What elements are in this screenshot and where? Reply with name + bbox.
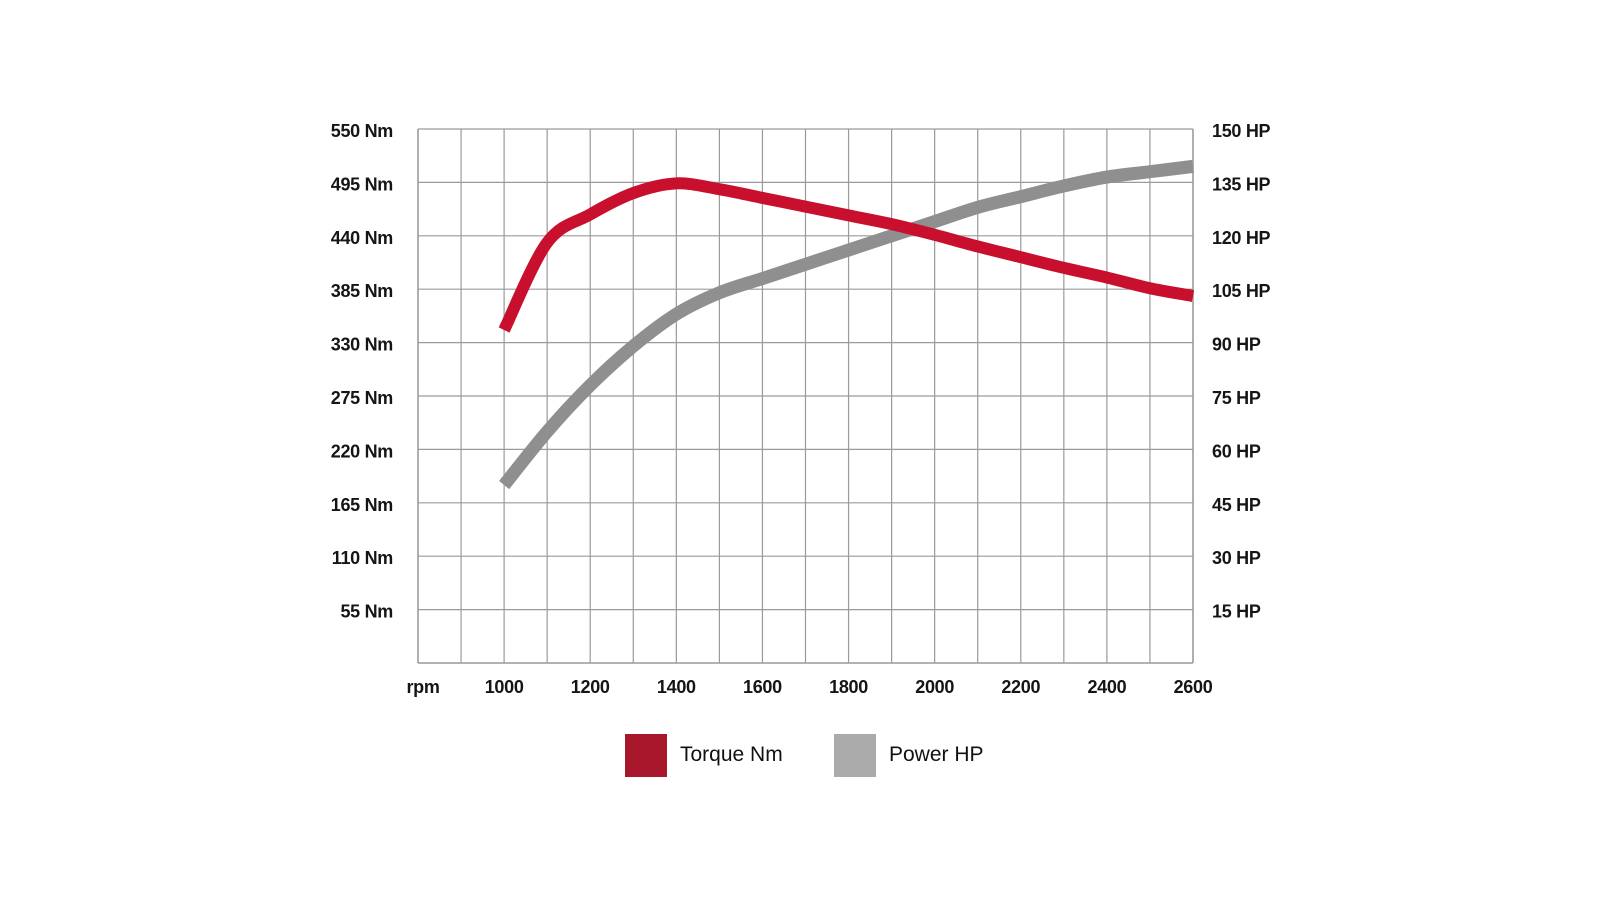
left-tick-label: 55 Nm xyxy=(340,602,393,622)
x-tick-label: 1000 xyxy=(485,677,524,697)
right-tick-label: 30 HP xyxy=(1212,548,1261,568)
x-tick-label: 1600 xyxy=(743,677,782,697)
right-tick-label: 120 HP xyxy=(1212,228,1271,248)
left-tick-label: 275 Nm xyxy=(331,388,393,408)
left-tick-label: 165 Nm xyxy=(331,495,393,515)
left-tick-label: 330 Nm xyxy=(331,335,393,355)
data-series xyxy=(498,159,1195,490)
legend-item-torque: Torque Nm xyxy=(625,733,783,777)
right-tick-label: 60 HP xyxy=(1212,441,1261,461)
left-tick-label: 385 Nm xyxy=(331,281,393,301)
left-tick-label: 440 Nm xyxy=(331,228,393,248)
torque-line xyxy=(498,177,1195,333)
x-tick-label: 2600 xyxy=(1174,677,1213,697)
x-axis-rpm-labels: rpm 1000 1200 1400 1600 1800 2000 2200 2400 2600 xyxy=(406,677,1213,697)
chart-legend: Torque Nm Power HP xyxy=(0,733,1600,777)
left-tick-label: 110 Nm xyxy=(332,548,393,568)
x-tick-label: 2200 xyxy=(1001,677,1040,697)
left-tick-label: 550 Nm xyxy=(331,121,393,141)
right-tick-label: 90 HP xyxy=(1212,335,1261,355)
left-tick-label: 220 Nm xyxy=(331,441,393,461)
right-tick-label: 105 HP xyxy=(1212,281,1271,301)
power-color-swatch-icon xyxy=(834,733,876,777)
right-tick-label: 150 HP xyxy=(1212,121,1271,141)
right-tick-label: 45 HP xyxy=(1212,495,1261,515)
legend-item-power: Power HP xyxy=(834,733,984,777)
power-line xyxy=(499,159,1194,490)
x-tick-label: 1800 xyxy=(829,677,868,697)
x-tick-label: 2400 xyxy=(1087,677,1126,697)
torque-color-swatch-icon xyxy=(625,733,667,777)
x-tick-label: 1400 xyxy=(657,677,696,697)
x-tick-label: 2000 xyxy=(915,677,954,697)
left-tick-label: 495 Nm xyxy=(331,174,393,194)
legend-label-power: Power HP xyxy=(889,743,984,766)
right-tick-label: 15 HP xyxy=(1212,602,1261,622)
x-axis-unit-label: rpm xyxy=(406,677,439,697)
x-tick-label: 1200 xyxy=(571,677,610,697)
legend-label-torque: Torque Nm xyxy=(680,743,783,766)
right-tick-label: 75 HP xyxy=(1212,388,1261,408)
left-axis-torque-labels: 550 Nm 495 Nm 440 Nm 385 Nm 330 Nm 275 Nm 220 … xyxy=(331,121,394,622)
right-axis-power-labels: 150 HP 135 HP 120 HP 105 HP 90 HP 75 HP 60 HP 4… xyxy=(1212,121,1271,622)
right-tick-label: 135 HP xyxy=(1212,174,1271,194)
